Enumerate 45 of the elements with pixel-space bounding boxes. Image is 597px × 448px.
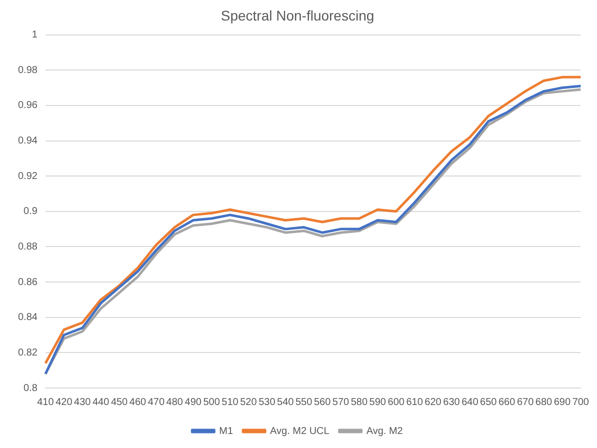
x-tick-label: 650 xyxy=(480,396,498,408)
x-tick-label: 700 xyxy=(572,396,590,408)
x-tick-label: 530 xyxy=(258,396,276,408)
x-tick-label: 490 xyxy=(184,396,202,408)
y-tick-label: 0.9 xyxy=(24,206,38,218)
x-tick-label: 440 xyxy=(92,396,110,408)
x-tick-label: 510 xyxy=(222,396,239,408)
y-tick-label: 0.94 xyxy=(18,136,38,147)
x-tick-label: 610 xyxy=(406,396,424,408)
x-tick-label: 430 xyxy=(74,396,92,408)
x-tick-label: 540 xyxy=(277,396,294,408)
y-tick-label: 0.92 xyxy=(18,170,38,182)
x-tick-label: 620 xyxy=(424,396,442,408)
y-tick-label: 0.8 xyxy=(24,382,38,394)
x-tick-label: 520 xyxy=(240,396,258,408)
y-tick-label: 0.88 xyxy=(18,241,38,252)
x-tick-label: 500 xyxy=(203,396,220,408)
x-tick-label: 670 xyxy=(516,396,534,408)
legend-label: Avg. M2 UCL xyxy=(270,426,330,437)
x-tick-label: 660 xyxy=(498,396,516,408)
y-tick-label: 0.86 xyxy=(18,276,38,288)
chart-title: Spectral Non-fluorescing xyxy=(220,7,374,24)
legend-label: Avg. M2 xyxy=(366,426,404,437)
legend-label: M1 xyxy=(219,426,234,437)
y-tick-label: 0.98 xyxy=(18,64,38,76)
x-tick-label: 410 xyxy=(37,396,54,408)
x-tick-label: 480 xyxy=(166,396,184,408)
x-tick-label: 420 xyxy=(56,396,73,408)
x-tick-label: 570 xyxy=(332,396,350,408)
x-tick-label: 580 xyxy=(350,396,368,408)
x-tick-label: 450 xyxy=(110,396,128,408)
y-tick-label: 0.82 xyxy=(18,347,38,358)
x-tick-label: 630 xyxy=(443,396,460,408)
x-tick-label: 470 xyxy=(148,396,165,408)
x-tick-label: 560 xyxy=(314,396,332,408)
y-tick-label: 0.84 xyxy=(18,312,38,324)
y-tick-label: 1 xyxy=(32,30,38,41)
y-tick-label: 0.96 xyxy=(18,100,38,112)
x-tick-label: 690 xyxy=(554,396,571,408)
x-tick-label: 590 xyxy=(369,396,386,408)
x-tick-label: 640 xyxy=(462,396,479,408)
x-tick-label: 550 xyxy=(295,396,313,408)
x-tick-label: 460 xyxy=(129,396,147,408)
x-tick-label: 600 xyxy=(388,396,405,408)
x-tick-label: 680 xyxy=(535,396,553,408)
